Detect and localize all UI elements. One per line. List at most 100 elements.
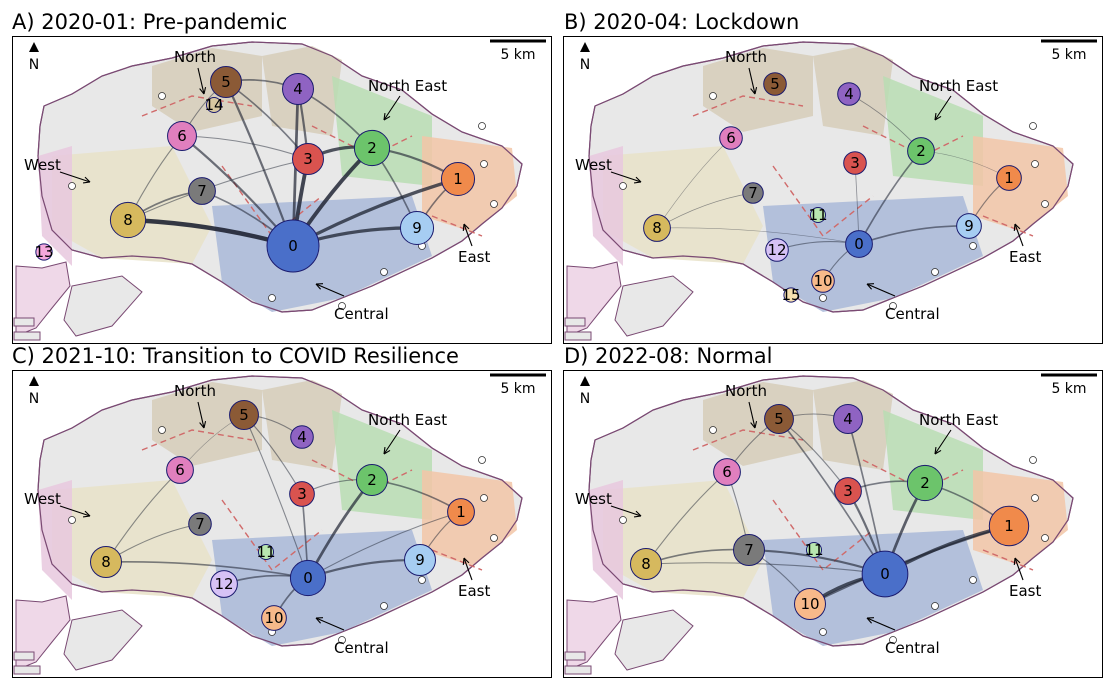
region-label-east-arrowhead: [462, 223, 470, 232]
cluster-label-8: 8: [123, 211, 133, 229]
cluster-node-5: [229, 400, 259, 430]
region-north-east: [883, 410, 983, 520]
cluster-node-1: [988, 505, 1030, 547]
region-label-north-east-arrow: [383, 429, 401, 455]
cluster-node-0: [861, 550, 909, 598]
cluster-node-14: [205, 96, 223, 114]
pier: [13, 665, 41, 675]
cluster-node-10: [261, 605, 287, 631]
islet: [1029, 456, 1037, 464]
cluster-label-6: 6: [177, 127, 187, 145]
region-north: [703, 382, 813, 466]
cluster-node-6: [713, 458, 741, 486]
north-arrow-icon: [29, 376, 39, 386]
pier: [614, 609, 694, 671]
cluster-label-7: 7: [748, 184, 758, 202]
region-label-central-arrow: [866, 617, 896, 631]
region-north: [152, 382, 262, 466]
cluster-label-1: 1: [453, 170, 463, 188]
pier: [13, 651, 35, 661]
cluster-label-6: 6: [722, 463, 732, 481]
region-label-east-arrowhead: [1013, 223, 1021, 232]
region-label-east: East: [458, 248, 490, 266]
district-boundary: [692, 95, 804, 117]
cluster-label-12: 12: [767, 241, 786, 259]
region-label-west-arrowhead: [633, 176, 642, 184]
region-label-east: East: [458, 582, 490, 600]
north-arrow-label: N: [580, 391, 590, 407]
region-label-north-arrow: [748, 67, 756, 95]
islet: [931, 268, 939, 276]
cluster-node-0: [845, 230, 873, 258]
region-label-west: West: [575, 156, 612, 174]
region-west-far: [38, 146, 72, 266]
region-north-east: [883, 76, 983, 186]
island-border: [588, 375, 1074, 647]
cluster-label-9: 9: [415, 551, 425, 569]
district-boundary: [431, 549, 483, 571]
edge-0-5: [243, 414, 309, 579]
region-label-central-arrowhead: [315, 617, 324, 624]
islet: [418, 576, 426, 584]
region-label-north-arrow: [197, 401, 205, 429]
region-label-north-east: North East: [919, 77, 998, 95]
pier: [13, 331, 41, 341]
islet: [1029, 122, 1037, 130]
cluster-node-15: [783, 287, 799, 303]
cluster-label-2: 2: [367, 471, 377, 489]
islet: [969, 576, 977, 584]
cluster-label-3: 3: [297, 485, 307, 503]
scale-bar-label: 5 km: [500, 381, 535, 397]
pier: [614, 275, 694, 337]
region-label-north-east-arrow: [934, 429, 952, 455]
edge-8-3: [127, 158, 309, 221]
district-boundary: [982, 215, 1034, 237]
islet: [338, 636, 346, 644]
region-label-north-east-arrowhead: [383, 446, 391, 455]
islet: [478, 122, 486, 130]
region-label-west-arrowhead: [633, 510, 642, 518]
region-label-north: North: [725, 48, 767, 66]
region-label-west-arrow: [610, 171, 642, 183]
cluster-node-4: [290, 425, 314, 449]
cluster-label-6: 6: [175, 461, 185, 479]
region-label-west-arrowhead: [82, 176, 91, 184]
region-label-north-east: North East: [368, 77, 447, 95]
region-label-central-arrowhead: [866, 617, 875, 624]
district-boundary: [862, 459, 964, 491]
panel-a-title: A) 2020-01: Pre-pandemic: [12, 10, 288, 34]
islet: [709, 426, 717, 434]
cluster-label-0: 0: [288, 237, 298, 255]
district-boundary: [431, 215, 483, 237]
cluster-node-9: [956, 213, 982, 239]
cluster-label-7: 7: [197, 182, 207, 200]
cluster-node-8: [630, 548, 662, 580]
region-label-central-arrow: [866, 283, 896, 297]
islet: [478, 456, 486, 464]
cluster-node-4: [837, 82, 861, 106]
islet: [889, 636, 897, 644]
cluster-label-0: 0: [854, 235, 864, 253]
pier: [564, 331, 592, 341]
islet: [1031, 160, 1039, 168]
north-arrow-label: N: [580, 57, 590, 73]
region-north-east: [332, 76, 432, 186]
islet: [819, 628, 827, 636]
islet: [490, 200, 498, 208]
islet: [68, 182, 76, 190]
cluster-node-2: [356, 464, 388, 496]
cluster-label-11: 11: [804, 541, 823, 559]
panel-d-title: D) 2022-08: Normal: [564, 344, 773, 368]
region-label-east-arrow: [1014, 223, 1024, 247]
cluster-label-11: 11: [256, 543, 275, 561]
cluster-label-15: 15: [781, 286, 800, 304]
islet: [380, 268, 388, 276]
cluster-node-1: [440, 161, 476, 197]
region-label-west: West: [24, 156, 61, 174]
cluster-label-8: 8: [101, 553, 111, 571]
region-label-north-arrowhead: [750, 421, 758, 429]
region-north: [262, 380, 342, 470]
cluster-node-12: [210, 570, 238, 598]
edge-0-8: [105, 560, 309, 579]
district-boundary: [311, 459, 413, 491]
